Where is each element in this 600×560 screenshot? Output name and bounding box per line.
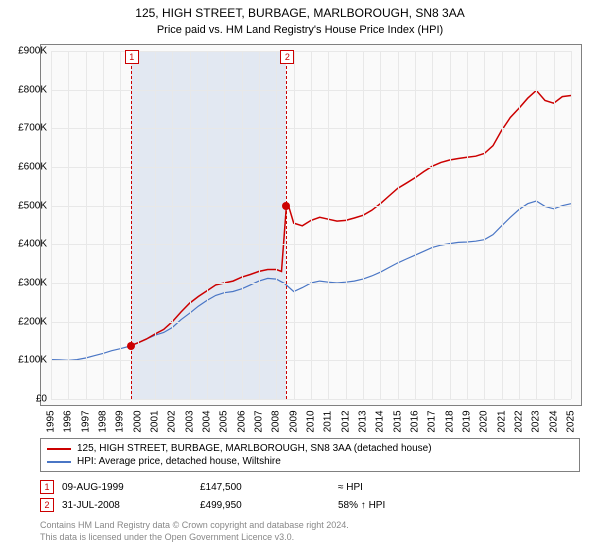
x-axis-tick: 2009 [288,410,299,432]
x-axis-tick: 2004 [202,410,213,432]
x-axis-tick: 2020 [479,410,490,432]
x-axis-tick: 2014 [375,410,386,432]
legend-box: 125, HIGH STREET, BURBAGE, MARLBOROUGH, … [40,438,580,472]
legend-item-1: 125, HIGH STREET, BURBAGE, MARLBOROUGH, … [47,442,573,455]
x-axis-tick: 2005 [219,410,230,432]
x-axis-tick: 2018 [444,410,455,432]
y-axis-tick: £500K [11,200,47,211]
x-axis-tick: 2006 [236,410,247,432]
data-point-marker [282,202,290,210]
y-axis-tick: £300K [11,278,47,289]
data-point-marker [127,342,135,350]
tx-price: £499,950 [200,500,330,511]
tx-note: ≈ HPI [338,482,468,493]
x-axis-tick: 2010 [306,410,317,432]
x-axis-tick: 2000 [132,410,143,432]
y-axis-tick: £800K [11,84,47,95]
footer-attribution: Contains HM Land Registry data © Crown c… [40,520,580,543]
y-axis-tick: £100K [11,355,47,366]
x-axis-tick: 2023 [531,410,542,432]
transaction-row: 1 09-AUG-1999 £147,500 ≈ HPI [40,478,580,496]
tx-marker-2: 2 [40,498,54,512]
x-axis-tick: 2003 [184,410,195,432]
chart-marker-box: 2 [280,50,294,64]
x-axis-tick: 2013 [358,410,369,432]
legend-item-2: HPI: Average price, detached house, Wilt… [47,455,573,468]
legend-swatch-blue [47,461,71,463]
y-axis-tick: £400K [11,239,47,250]
x-axis-tick: 2021 [496,410,507,432]
x-axis-tick: 2019 [462,410,473,432]
x-axis-tick: 2007 [254,410,265,432]
tx-note: 58% ↑ HPI [338,500,468,511]
x-axis-tick: 1998 [98,410,109,432]
chart-subtitle: Price paid vs. HM Land Registry's House … [0,22,600,36]
plot-area: £0£100K£200K£300K£400K£500K£600K£700K£80… [40,44,582,406]
y-axis-tick: £700K [11,123,47,134]
x-axis-tick: 1996 [63,410,74,432]
x-axis-tick: 2012 [340,410,351,432]
transaction-row: 2 31-JUL-2008 £499,950 58% ↑ HPI [40,496,580,514]
footer-line-2: This data is licensed under the Open Gov… [40,532,580,544]
footer-line-1: Contains HM Land Registry data © Crown c… [40,520,580,532]
y-axis-tick: £600K [11,162,47,173]
x-axis-tick: 2016 [410,410,421,432]
x-axis-tick: 2001 [150,410,161,432]
y-axis-tick: £0 [11,394,47,405]
x-axis-tick: 2011 [323,411,334,433]
tx-date: 31-JUL-2008 [62,500,192,511]
transactions-table: 1 09-AUG-1999 £147,500 ≈ HPI 2 31-JUL-20… [40,478,580,514]
x-axis-tick: 2024 [548,410,559,432]
chart-title: 125, HIGH STREET, BURBAGE, MARLBOROUGH, … [0,0,600,22]
y-axis-tick: £900K [11,46,47,57]
x-axis-tick: 2022 [514,410,525,432]
tx-price: £147,500 [200,482,330,493]
x-axis-tick: 2002 [167,410,178,432]
x-axis-tick: 2025 [566,410,577,432]
chart-container: 125, HIGH STREET, BURBAGE, MARLBOROUGH, … [0,0,600,560]
x-axis-tick: 2017 [427,410,438,432]
x-axis-tick: 1995 [46,410,57,432]
x-axis-tick: 1997 [80,410,91,432]
tx-date: 09-AUG-1999 [62,482,192,493]
x-axis-tick: 2008 [271,410,282,432]
y-axis-tick: £200K [11,316,47,327]
x-axis-tick: 2015 [392,410,403,432]
x-axis-tick: 1999 [115,410,126,432]
legend-swatch-red [47,448,71,450]
legend-label-2: HPI: Average price, detached house, Wilt… [77,456,281,467]
tx-marker-1: 1 [40,480,54,494]
plot-inner: £0£100K£200K£300K£400K£500K£600K£700K£80… [51,51,571,399]
chart-marker-box: 1 [125,50,139,64]
legend-label-1: 125, HIGH STREET, BURBAGE, MARLBOROUGH, … [77,443,432,454]
